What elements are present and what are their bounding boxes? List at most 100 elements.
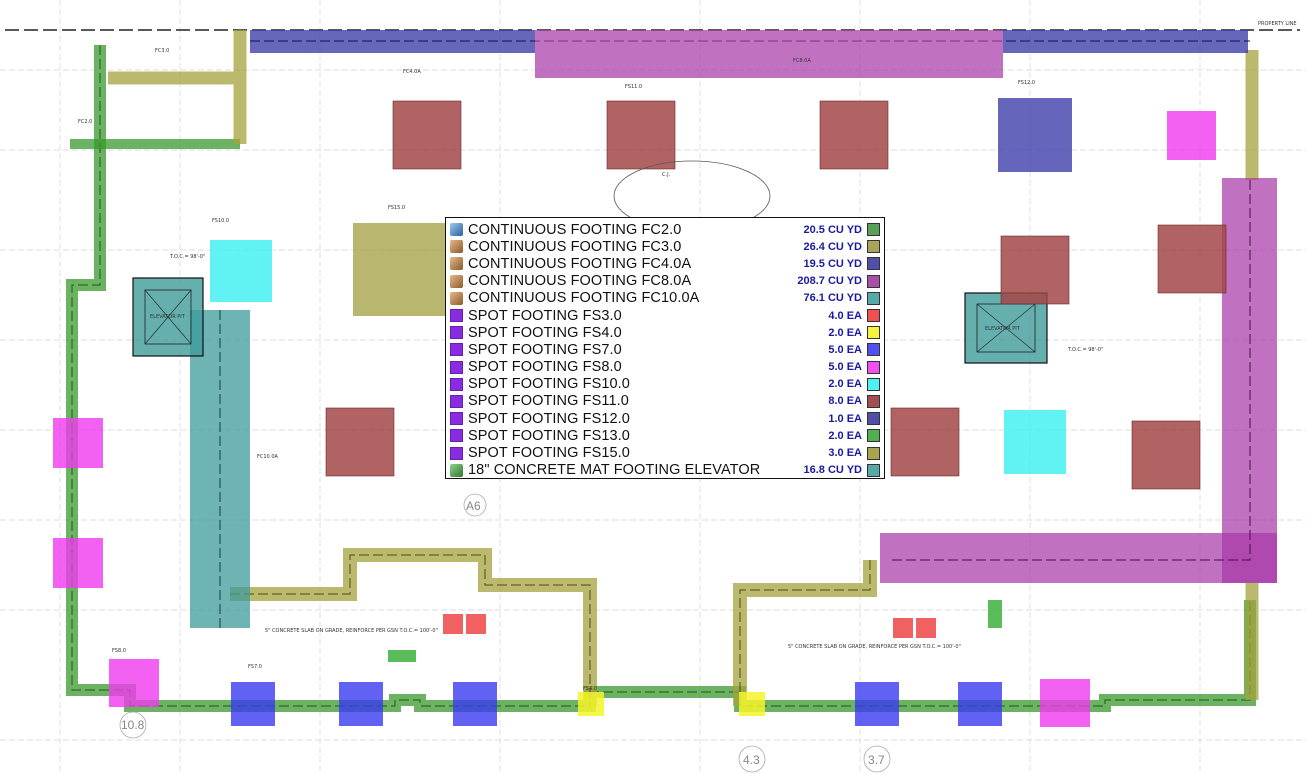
legend-quantity: 16.8 CU YD [803, 464, 863, 477]
toc-label-west: T.O.C.= 98'-0" [169, 254, 205, 260]
legend-label: SPOT FOOTING FS10.0 [468, 376, 630, 393]
legend-swatch [867, 223, 880, 237]
legend-row: CONTINUOUS FOOTING FC3.0 26.4 CU YD [450, 238, 880, 255]
footing-cube-icon [450, 257, 463, 271]
legend-row: SPOT FOOTING FS10.0 2.0 EA [450, 376, 880, 393]
quantity-legend: CONTINUOUS FOOTING FC2.0 20.5 CU YD CONT… [445, 217, 885, 479]
elevator-mat-footing-west: ELEVATOR PIT [132, 277, 204, 357]
legend-label: SPOT FOOTING FS12.0 [468, 410, 630, 427]
legend-swatch [867, 343, 880, 357]
footing-tag: FC10.0A [257, 454, 279, 460]
footing-cube-icon [450, 240, 463, 254]
cj-label: C.J. [662, 172, 671, 178]
legend-row: CONTINUOUS FOOTING FC4.0A 19.5 CU YD [450, 255, 880, 272]
legend-quantity: 76.1 CU YD [803, 292, 863, 305]
legend-label: CONTINUOUS FOOTING FC4.0A [468, 255, 692, 272]
legend-label: SPOT FOOTING FS11.0 [468, 393, 629, 410]
legend-quantity: 2.0 EA [828, 326, 862, 339]
legend-quantity: 5.0 EA [828, 343, 862, 356]
legend-quantity: 4.0 EA [828, 309, 862, 322]
grid-label-10-8: 10.8 [121, 718, 145, 732]
spot-footing-icon [450, 394, 463, 408]
legend-swatch [867, 394, 880, 408]
footing-cube-icon [450, 274, 463, 288]
spot-footing-icon [450, 309, 463, 323]
fs10-footings [210, 240, 1066, 474]
legend-row: SPOT FOOTING FS12.0 1.0 EA [450, 410, 880, 427]
legend-row: SPOT FOOTING FS11.0 8.0 EA [450, 393, 880, 410]
legend-swatch [867, 240, 880, 254]
legend-quantity: 8.0 EA [828, 395, 862, 408]
fc10-footing [190, 310, 250, 628]
spot-footing-icon [450, 377, 463, 391]
legend-label: SPOT FOOTING FS13.0 [468, 427, 630, 444]
footing-tag: FS10.0 [212, 218, 229, 224]
footing-tag: FS12.0 [1018, 80, 1035, 86]
legend-swatch [867, 463, 880, 477]
legend-swatch [867, 360, 880, 374]
legend-row: SPOT FOOTING FS4.0 2.0 EA [450, 324, 880, 341]
spot-footing-icon [450, 326, 463, 340]
legend-row: SPOT FOOTING FS13.0 2.0 EA [450, 427, 880, 444]
legend-row: SPOT FOOTING FS3.0 4.0 EA [450, 307, 880, 324]
legend-row: CONTINUOUS FOOTING FC2.0 20.5 CU YD [450, 221, 880, 238]
legend-label: CONTINUOUS FOOTING FC2.0 [468, 221, 682, 238]
legend-label: 18" CONCRETE MAT FOOTING ELEVATOR [468, 462, 761, 479]
fs7-footings [231, 682, 1002, 726]
legend-quantity: 20.5 CU YD [803, 223, 863, 236]
spot-footing-icon [450, 343, 463, 357]
legend-quantity: 19.5 CU YD [803, 257, 863, 270]
elevator-pit-label-east: ELEVATOR PIT [985, 326, 1021, 332]
spot-footing-icon [450, 429, 463, 443]
grid-label-3-7: 3.7 [868, 753, 885, 767]
slab-note-west: 5" CONCRETE SLAB ON GRADE, REINFORCE PER… [265, 628, 438, 634]
legend-quantity: 1.0 EA [828, 412, 862, 425]
legend-row: CONTINUOUS FOOTING FC10.0A 76.1 CU YD [450, 290, 880, 307]
legend-quantity: 3.0 EA [828, 447, 862, 460]
legend-swatch [867, 326, 880, 340]
legend-row: CONTINUOUS FOOTING FC8.0A 208.7 CU YD [450, 273, 880, 290]
elevator-pit-label-west: ELEVATOR PIT [150, 314, 186, 320]
footing-tag: FS11.0 [625, 84, 642, 90]
footing-cube-icon [450, 291, 463, 305]
legend-swatch [867, 446, 880, 460]
legend-label: SPOT FOOTING FS3.0 [468, 307, 622, 324]
legend-row: SPOT FOOTING FS8.0 5.0 EA [450, 359, 880, 376]
mat-footing-icon [450, 463, 463, 477]
legend-label: CONTINUOUS FOOTING FC10.0A [468, 290, 700, 307]
footing-tag: FC4.0A [403, 69, 421, 75]
legend-quantity: 2.0 EA [828, 429, 862, 442]
slab-note-east: 5" CONCRETE SLAB ON GRADE, REINFORCE PER… [788, 644, 961, 650]
footing-tag: FS4.0 [583, 686, 597, 692]
fs11-footings [325, 100, 1227, 490]
legend-swatch [867, 274, 880, 288]
grid-label-4-3: 4.3 [743, 753, 760, 767]
fs13-footings [388, 600, 1002, 662]
footing-tag: FC2.0 [78, 119, 92, 125]
footing-tag: FS8.0 [112, 648, 126, 654]
legend-label: CONTINUOUS FOOTING FC8.0A [468, 273, 692, 290]
legend-row: SPOT FOOTING FS15.0 3.0 EA [450, 444, 880, 461]
grid-label-a6: A6 [466, 499, 481, 513]
fs12-footing [998, 98, 1072, 172]
legend-swatch [867, 429, 880, 443]
fs8-footings [53, 111, 1216, 727]
fs3-footings [443, 614, 936, 638]
legend-row: SPOT FOOTING FS7.0 5.0 EA [450, 341, 880, 358]
toc-label-east: T.O.C.= 98'-0" [1067, 347, 1103, 353]
footing-tag: FC3.0 [155, 48, 169, 54]
fc8-footing [535, 30, 1277, 583]
legend-label: SPOT FOOTING FS15.0 [468, 445, 630, 462]
spot-footing-icon [450, 360, 463, 374]
fc3-footing [108, 30, 1259, 706]
legend-label: SPOT FOOTING FS7.0 [468, 341, 622, 358]
fc2-footing [66, 45, 1256, 712]
legend-label: SPOT FOOTING FS4.0 [468, 324, 622, 341]
legend-swatch [867, 377, 880, 391]
legend-quantity: 5.0 EA [828, 361, 862, 374]
legend-swatch [867, 412, 880, 426]
footing-cube-icon [450, 223, 463, 237]
footing-tag: FS7.0 [248, 664, 262, 670]
elevator-mat-footing-east: ELEVATOR PIT [964, 292, 1048, 364]
